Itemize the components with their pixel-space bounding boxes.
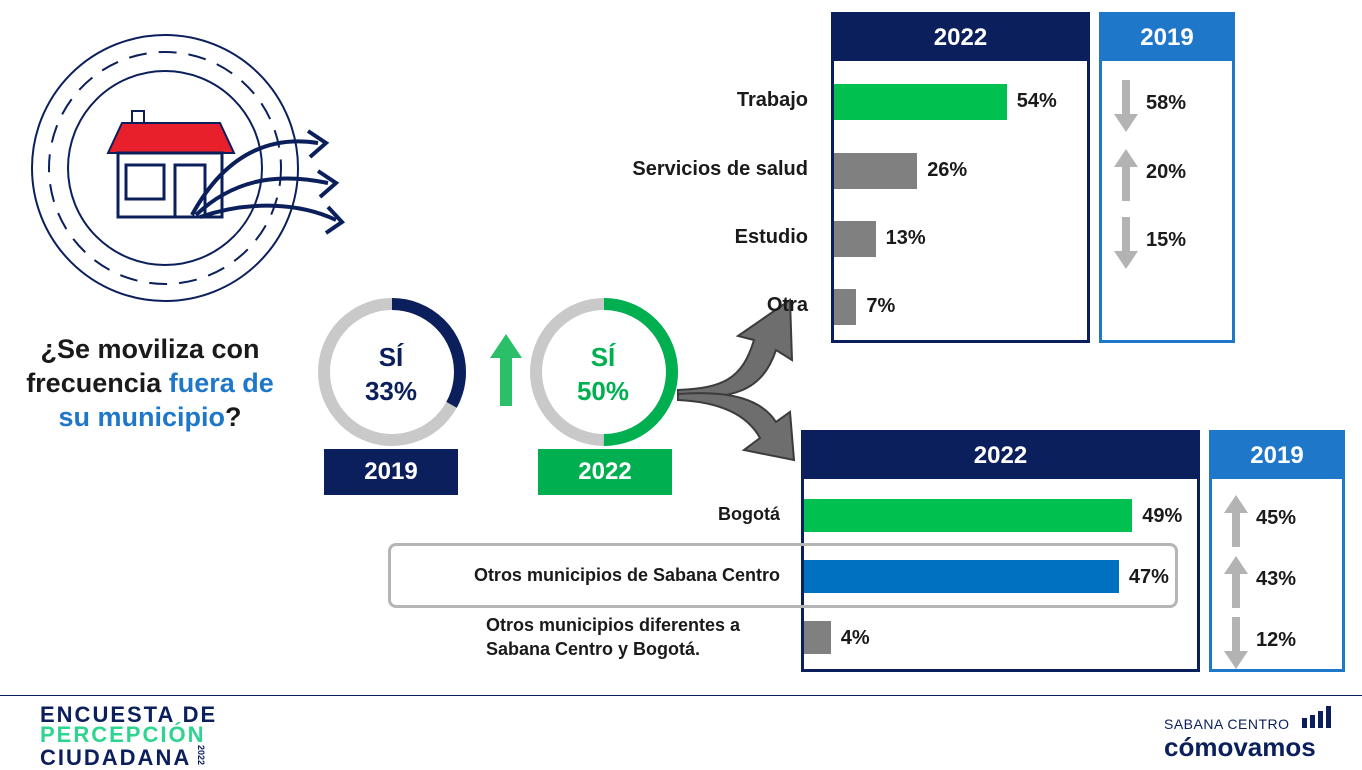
trend-down-arrow-icon — [1112, 78, 1140, 139]
bar-2022 — [834, 84, 1007, 120]
value-label-2022: 13% — [885, 227, 926, 249]
footer-divider — [0, 695, 1362, 696]
value-label-2022: 54% — [1016, 90, 1057, 112]
donut-2022 — [530, 298, 678, 446]
bars-logo-icon — [1302, 706, 1331, 728]
value-label-2022: 4% — [840, 627, 870, 649]
comovamos-logo-top: SABANA CENTRO — [1164, 716, 1290, 732]
value-label-2019: 20% — [1146, 161, 1187, 183]
bar-2022 — [834, 153, 918, 189]
motivo-2019-panel: 2019 — [1099, 12, 1235, 343]
motivo-2019-header: 2019 — [1102, 15, 1232, 61]
bar-2022 — [804, 560, 1119, 593]
value-label-2019: 58% — [1146, 92, 1187, 114]
house-travel-illustration — [31, 34, 346, 302]
split-arrow-icon — [677, 298, 796, 462]
year-tag-2019: 2019 — [324, 449, 458, 495]
trend-down-arrow-icon — [1222, 615, 1250, 676]
destino-2019-panel: 2019 — [1209, 430, 1345, 672]
value-label-2022: 7% — [866, 295, 896, 317]
bar-2022 — [834, 221, 876, 257]
category-label: Trabajo — [736, 89, 808, 111]
trend-up-arrow-icon — [1112, 147, 1140, 208]
encuesta-logo: ENCUESTA DE PERCEPCIÓN CIUDADANA 2022 — [40, 702, 218, 770]
donut-2019 — [318, 298, 466, 446]
motivo-2022-header: 2022 — [834, 15, 1087, 61]
bar-2022 — [834, 289, 857, 325]
category-label: Otros municipios diferentes a Sabana Cen… — [486, 615, 741, 659]
destino-2022-header: 2022 — [804, 433, 1197, 479]
donut-2019-label: SÍ 33% — [364, 342, 418, 406]
value-label-2019: 12% — [1256, 629, 1297, 651]
value-label-2019: 15% — [1146, 229, 1187, 251]
bar-2022 — [804, 499, 1133, 532]
category-label: Otros municipios de Sabana Centro — [473, 565, 780, 585]
donut-2022-arc — [530, 298, 678, 446]
highlight-box — [388, 543, 1178, 608]
value-label-2022: 49% — [1142, 505, 1183, 527]
year-tag-2022: 2022 — [538, 449, 672, 495]
donut-2019-arc — [318, 298, 466, 446]
donut-2022-label: SÍ 50% — [576, 342, 630, 406]
destino-2019-header: 2019 — [1212, 433, 1342, 479]
increase-arrow-icon — [490, 334, 522, 406]
trend-down-arrow-icon — [1112, 215, 1140, 276]
value-label-2019: 45% — [1256, 507, 1297, 529]
question-text: ¿Se moviliza con frecuencia fuera de su … — [26, 334, 274, 432]
trend-up-arrow-icon — [1222, 493, 1250, 554]
category-label: Bogotá — [718, 504, 780, 524]
category-label: Estudio — [734, 226, 808, 248]
value-label-2022: 47% — [1128, 566, 1169, 588]
bar-2022 — [804, 621, 831, 654]
motivo-2022-panel: 2022 — [831, 12, 1090, 343]
value-label-2022: 26% — [927, 159, 968, 181]
destino-2022-panel: 2022 — [801, 430, 1200, 672]
category-label: Otra — [766, 294, 808, 316]
category-label: Servicios de salud — [632, 158, 808, 180]
value-label-2019: 43% — [1256, 568, 1297, 590]
comovamos-logo-text: cómovamos — [1164, 732, 1316, 762]
trend-up-arrow-icon — [1222, 554, 1250, 615]
